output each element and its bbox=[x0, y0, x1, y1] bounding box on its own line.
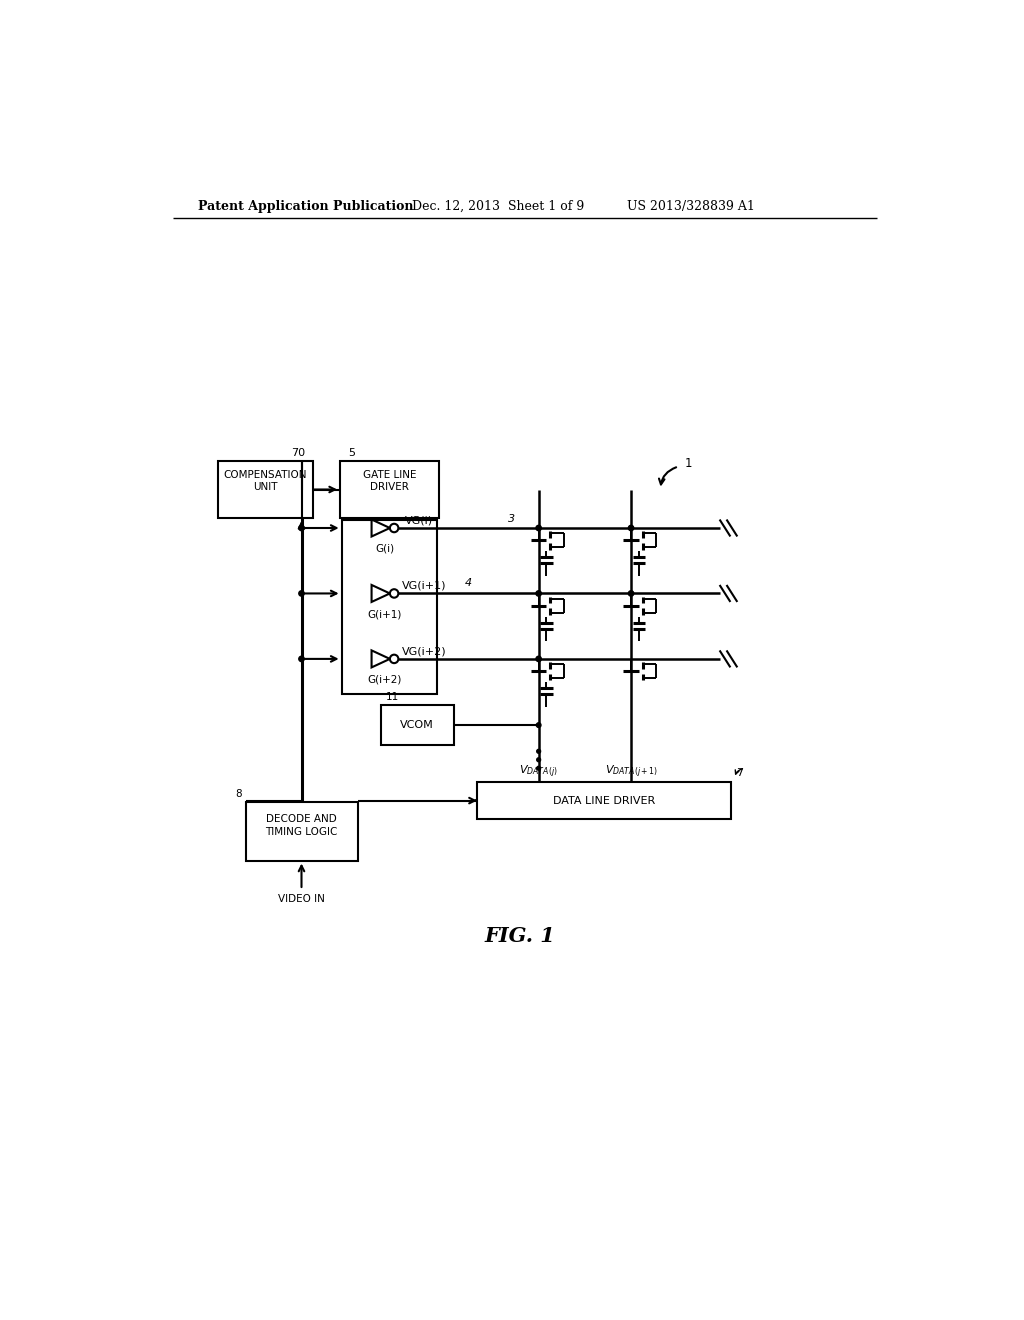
Text: VG(i): VG(i) bbox=[404, 515, 433, 525]
Text: GATE LINE: GATE LINE bbox=[362, 470, 416, 480]
Circle shape bbox=[536, 525, 542, 531]
Text: G(i+1): G(i+1) bbox=[368, 610, 401, 619]
Text: 3: 3 bbox=[508, 513, 515, 524]
Text: 11: 11 bbox=[385, 693, 398, 702]
Bar bbox=[217, 461, 313, 517]
Text: VIDEO IN: VIDEO IN bbox=[279, 894, 325, 904]
Text: 70: 70 bbox=[291, 449, 305, 458]
Circle shape bbox=[536, 656, 542, 661]
Circle shape bbox=[299, 656, 304, 661]
Text: 4: 4 bbox=[465, 578, 472, 587]
Circle shape bbox=[537, 758, 541, 762]
Circle shape bbox=[299, 591, 304, 597]
Text: G(i+2): G(i+2) bbox=[368, 675, 401, 685]
Text: FIG. 1: FIG. 1 bbox=[484, 927, 555, 946]
Text: Dec. 12, 2013  Sheet 1 of 9: Dec. 12, 2013 Sheet 1 of 9 bbox=[412, 199, 584, 213]
Text: 1: 1 bbox=[685, 457, 692, 470]
Bar bbox=[477, 781, 731, 818]
Circle shape bbox=[536, 591, 542, 597]
Text: G(i): G(i) bbox=[375, 544, 394, 554]
Circle shape bbox=[537, 723, 541, 727]
Text: $V_{DATA(j+1)}$: $V_{DATA(j+1)}$ bbox=[604, 764, 657, 780]
Text: UNIT: UNIT bbox=[253, 482, 278, 492]
Text: DECODE AND: DECODE AND bbox=[266, 814, 337, 824]
Text: VG(i+1): VG(i+1) bbox=[402, 581, 446, 591]
Text: TIMING LOGIC: TIMING LOGIC bbox=[265, 828, 338, 837]
Text: US 2013/328839 A1: US 2013/328839 A1 bbox=[628, 199, 755, 213]
Text: DATA LINE DRIVER: DATA LINE DRIVER bbox=[553, 796, 655, 805]
Text: COMPENSATION: COMPENSATION bbox=[223, 470, 307, 480]
Bar bbox=[381, 705, 454, 744]
Text: DRIVER: DRIVER bbox=[370, 482, 409, 492]
Circle shape bbox=[537, 767, 541, 770]
Text: $V_{DATA(j)}$: $V_{DATA(j)}$ bbox=[519, 764, 558, 780]
Bar bbox=[342, 520, 437, 693]
Bar bbox=[340, 461, 438, 517]
Circle shape bbox=[629, 525, 634, 531]
Circle shape bbox=[299, 525, 304, 531]
Circle shape bbox=[537, 750, 541, 754]
Text: 8: 8 bbox=[236, 789, 243, 800]
Text: VG(i+2): VG(i+2) bbox=[402, 647, 446, 656]
Bar bbox=[246, 803, 357, 861]
Circle shape bbox=[629, 591, 634, 597]
Text: VCOM: VCOM bbox=[400, 721, 434, 730]
Text: Patent Application Publication: Patent Application Publication bbox=[199, 199, 414, 213]
Text: 7: 7 bbox=[736, 768, 742, 777]
Text: 5: 5 bbox=[348, 449, 354, 458]
